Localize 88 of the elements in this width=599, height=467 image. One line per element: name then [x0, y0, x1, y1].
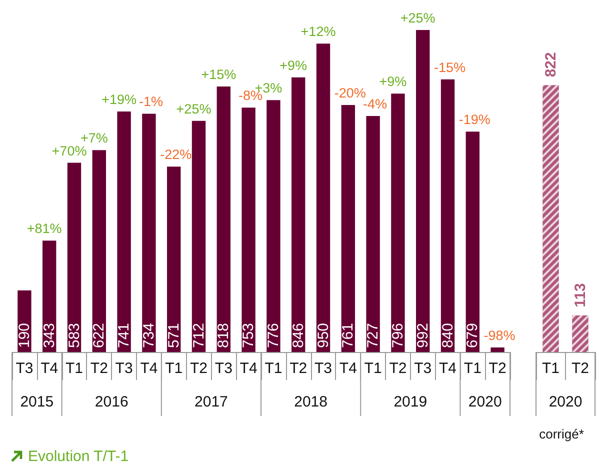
bar	[142, 114, 156, 352]
x-axis-title: 2020	[548, 394, 582, 410]
annotation: -19%	[458, 112, 490, 128]
x-tick-label: T1	[542, 360, 560, 377]
x-tick-label: T1	[165, 360, 183, 377]
text: +25%	[400, 10, 436, 26]
text: corrigé*	[539, 426, 584, 442]
bar	[266, 100, 280, 352]
data-label: 753	[240, 322, 258, 348]
bar	[117, 111, 131, 352]
bar	[466, 132, 480, 352]
data-label: 343	[40, 322, 58, 348]
data-label: 113	[572, 283, 589, 308]
annotation: -4%	[363, 96, 388, 112]
text: 2015	[20, 394, 54, 410]
x-tick-label: T3	[214, 360, 232, 377]
data-label: 734	[140, 322, 158, 348]
data-label: 992	[414, 322, 432, 348]
text: 2019	[394, 394, 428, 410]
text: Evolution T/T-1	[28, 448, 129, 465]
x-tick-label: T3	[314, 360, 332, 377]
annotation: +9%	[280, 58, 308, 73]
x-tick-label: T3	[16, 360, 34, 377]
data-label: 679	[464, 322, 482, 348]
annotation: -15%	[434, 60, 466, 75]
bar	[366, 116, 380, 352]
x-tick-label: T1	[364, 360, 382, 377]
data-label: 776	[264, 322, 282, 348]
x-tick-label: T4	[240, 360, 258, 377]
bar	[67, 162, 82, 352]
annotation: +25%	[176, 101, 212, 116]
data-label: 727	[364, 322, 382, 348]
x-tick-label: T2	[488, 360, 506, 377]
data-label: 846	[290, 322, 307, 348]
x-tick-label: T2	[389, 360, 407, 377]
x-tick-label: T1	[264, 360, 282, 377]
annotation: +9%	[379, 74, 407, 90]
x-tick-label: T4	[438, 360, 457, 377]
bar	[391, 94, 405, 352]
data-label: 190	[16, 322, 33, 348]
annotation: +7%	[80, 130, 108, 146]
bar	[192, 120, 206, 352]
x-tick-label: T1	[65, 360, 84, 377]
bar	[440, 79, 455, 352]
text: 2016	[94, 394, 128, 410]
x-tick-label: T2	[190, 360, 208, 377]
annotation: +81%	[26, 221, 62, 236]
annotation: +12%	[300, 24, 336, 40]
bar	[92, 150, 106, 352]
bar	[42, 240, 56, 352]
text: 2018	[294, 394, 328, 410]
x-tick-label: T3	[414, 360, 432, 377]
x-tick-label: T2	[290, 360, 308, 377]
x-tick-label: T2	[90, 360, 108, 377]
data-label: 818	[215, 322, 232, 348]
bar	[416, 30, 430, 352]
data-label: 822	[542, 52, 560, 78]
annotation: +19%	[102, 92, 137, 107]
data-label: 583	[66, 322, 83, 348]
annotation: -22%	[160, 147, 192, 162]
data-label: 950	[314, 322, 332, 348]
data-label: 840	[439, 322, 456, 348]
text: 2020	[468, 394, 502, 410]
bar	[216, 86, 230, 352]
x-tick-label: T2	[571, 360, 590, 377]
annotation: -20%	[334, 85, 366, 100]
x-tick-label: T1	[464, 360, 482, 377]
bar	[316, 44, 330, 352]
data-label: 796	[389, 322, 406, 348]
bar	[490, 347, 504, 352]
data-label: 571	[165, 322, 182, 348]
text: 2017	[194, 394, 228, 410]
data-label: 622	[90, 322, 108, 348]
bar	[341, 104, 355, 352]
annotation: -1%	[138, 94, 163, 110]
x-tick-label: T4	[40, 360, 58, 377]
bar	[167, 166, 181, 352]
data-label: 761	[340, 322, 357, 348]
x-tick-label: T4	[140, 360, 158, 377]
annotation: -98%	[484, 328, 516, 343]
bar	[242, 108, 256, 352]
x-tick-label: T3	[115, 360, 133, 377]
data-label: 712	[190, 322, 208, 348]
data-label: 741	[116, 322, 133, 348]
x-tick-label: T4	[339, 360, 357, 377]
bar	[292, 77, 306, 352]
annotation: +70%	[52, 143, 87, 158]
annotation: +15%	[201, 66, 236, 82]
